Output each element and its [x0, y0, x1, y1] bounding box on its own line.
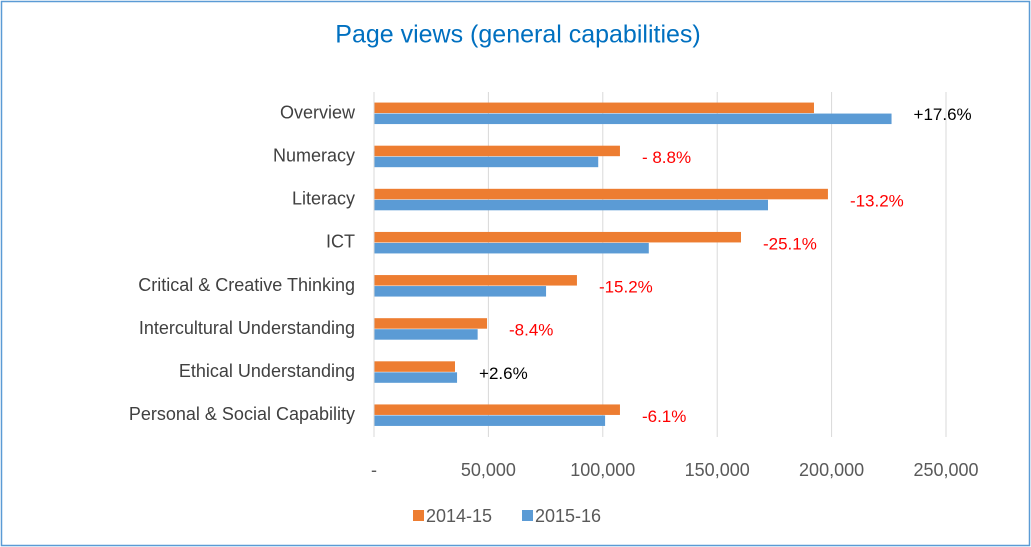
- legend-label: 2014-15: [426, 506, 492, 526]
- x-tick-label: 50,000: [461, 460, 516, 480]
- bar: [374, 318, 488, 329]
- bar: [374, 415, 606, 426]
- x-tick-label: 200,000: [799, 460, 864, 480]
- y-tick-label: Intercultural Understanding: [139, 318, 355, 338]
- y-tick-label: Critical & Creative Thinking: [138, 275, 355, 295]
- annotation: +2.6%: [479, 364, 528, 383]
- legend-swatch: [413, 510, 424, 521]
- x-tick-label: 100,000: [570, 460, 635, 480]
- chart-title: Page views (general capabilities): [335, 21, 700, 49]
- bar: [374, 199, 768, 211]
- bar: [374, 102, 814, 114]
- y-tick-label: Numeracy: [273, 145, 355, 165]
- legend-swatch: [522, 510, 533, 521]
- bar: [374, 404, 620, 415]
- x-tick-label: -: [371, 460, 377, 480]
- bar: [374, 113, 892, 125]
- bar: [374, 242, 649, 254]
- bar: [374, 275, 577, 286]
- bar: [374, 156, 599, 168]
- x-tick-label: 150,000: [685, 460, 750, 480]
- annotation: +17.6%: [914, 105, 972, 124]
- legend-label: 2015-16: [535, 506, 601, 526]
- x-tick-label: 250,000: [913, 460, 978, 480]
- annotation: -13.2%: [850, 191, 904, 210]
- y-tick-label: Literacy: [292, 189, 355, 209]
- bar: [374, 286, 547, 297]
- bar: [374, 372, 458, 383]
- annotation: - 8.8%: [642, 148, 691, 167]
- y-tick-label: Ethical Understanding: [179, 361, 355, 381]
- y-tick-label: Overview: [280, 102, 356, 122]
- annotation: -8.4%: [509, 321, 553, 340]
- annotation: -15.2%: [599, 278, 653, 297]
- bar: [374, 231, 741, 243]
- bar: [374, 361, 455, 372]
- bar: [374, 145, 620, 157]
- annotation: -6.1%: [642, 407, 686, 426]
- y-tick-label: ICT: [326, 232, 355, 252]
- annotation: -25.1%: [763, 234, 817, 253]
- y-tick-label: Personal & Social Capability: [129, 404, 355, 424]
- bar: [374, 329, 478, 340]
- bar: [374, 188, 828, 200]
